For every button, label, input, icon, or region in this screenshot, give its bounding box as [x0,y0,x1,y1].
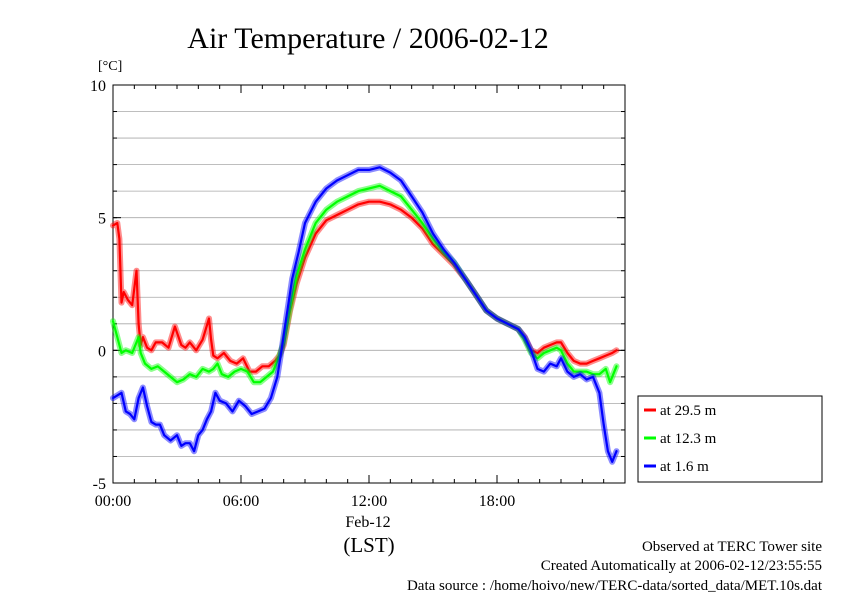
legend-label-3: at 1.6 m [660,459,709,475]
y-tick-label: 10 [90,78,106,95]
series-halo-2 [110,182,620,386]
y-tick-label: -5 [93,476,106,493]
x-axis-title: (LST) [343,533,394,557]
series-halo-1 [110,198,620,375]
x-axis: 00:00 06:00 12:00 18:00 [95,85,626,510]
plot-area [112,84,626,484]
x-tick-label: 06:00 [223,493,259,510]
series-halo-3 [110,164,620,465]
legend-label-1: at 29.5 m [660,403,717,419]
legend-items: at 29.5 m at 12.3 m at 1.6 m [644,403,717,475]
footer-source: Data source : /home/hoivo/new/TERC-data/… [407,578,823,594]
gridlines [113,111,625,457]
chart-title: Air Temperature / 2006-02-12 [187,22,548,55]
x-axis-date-label: Feb-12 [345,514,390,531]
x-tick-label: 00:00 [95,493,131,510]
footer-site: Observed at TERC Tower site [642,539,822,555]
series-layer [110,164,620,465]
x-tick-label: 18:00 [479,493,515,510]
legend-label-2: at 12.3 m [660,431,717,447]
legend [637,395,823,483]
y-tick-label: 5 [98,211,106,228]
series-line-3 [111,166,618,463]
series-line-2 [111,184,618,384]
y-axis: 10 5 0 -5 [90,78,625,493]
footer-created: Created Automatically at 2006-02-12/23:5… [541,558,822,574]
y-tick-label: 0 [98,343,106,360]
y-axis-unit: [°C] [98,59,122,74]
x-tick-label: 12:00 [351,493,387,510]
